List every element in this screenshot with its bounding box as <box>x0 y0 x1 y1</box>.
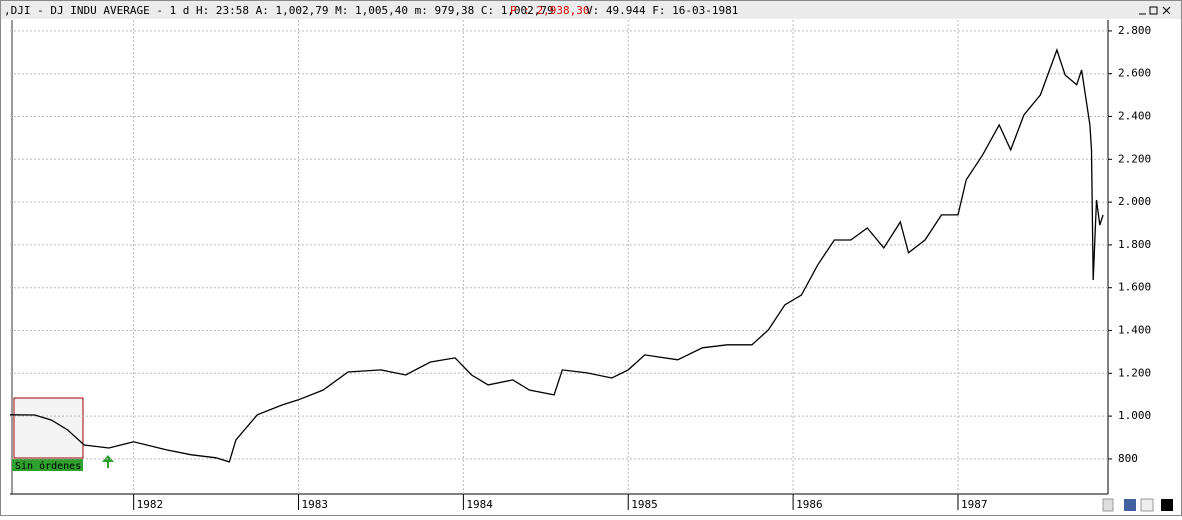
buy-arrow <box>102 455 114 468</box>
close-button[interactable] <box>1162 6 1171 15</box>
y-tick-label: 2.800 <box>1118 24 1151 37</box>
icon-save[interactable] <box>1124 499 1136 511</box>
y-tick-label: 1.600 <box>1118 281 1151 294</box>
x-tick-label: 1987 <box>961 498 988 511</box>
x-tick-label: 1982 <box>137 498 164 511</box>
order-label-bg <box>12 459 83 471</box>
icon-color[interactable] <box>1161 499 1173 511</box>
icon-pin[interactable] <box>1140 498 1154 512</box>
bottom-icons[interactable] <box>1102 498 1173 512</box>
x-tick-label: 1984 <box>466 498 493 511</box>
order-box <box>13 397 84 459</box>
price-line <box>9 48 1104 463</box>
toolbar-text: ,DJI - DJ INDU AVERAGE - 1 d H: 23:58 A:… <box>4 4 554 17</box>
icon-settings[interactable] <box>1102 498 1114 512</box>
y-tick-label: 2.600 <box>1118 67 1151 80</box>
window-buttons[interactable] <box>1139 6 1171 15</box>
x-tick-label: 1985 <box>631 498 658 511</box>
y-tick-label: 2.200 <box>1118 152 1151 165</box>
y-tick-label: 1.800 <box>1118 238 1151 251</box>
y-tick-label: 1.200 <box>1118 366 1151 379</box>
y-tick-label: 1.000 <box>1118 409 1151 422</box>
y-tick-label: 800 <box>1118 452 1138 465</box>
x-tick-label: 1986 <box>796 498 823 511</box>
y-tick-label: 2.400 <box>1118 110 1151 123</box>
toolbar-rest: V: 49.944 F: 16-03-1981 <box>586 4 738 17</box>
toolbar <box>1 1 1181 19</box>
y-tick-label: 2.000 <box>1118 195 1151 208</box>
x-tick-label: 1983 <box>302 498 329 511</box>
order-label: Sin órdenes <box>15 460 81 472</box>
toolbar-price: P : 2,938,30 <box>510 4 589 17</box>
y-tick-label: 1.400 <box>1118 324 1151 337</box>
maximize-button[interactable] <box>1149 6 1158 15</box>
